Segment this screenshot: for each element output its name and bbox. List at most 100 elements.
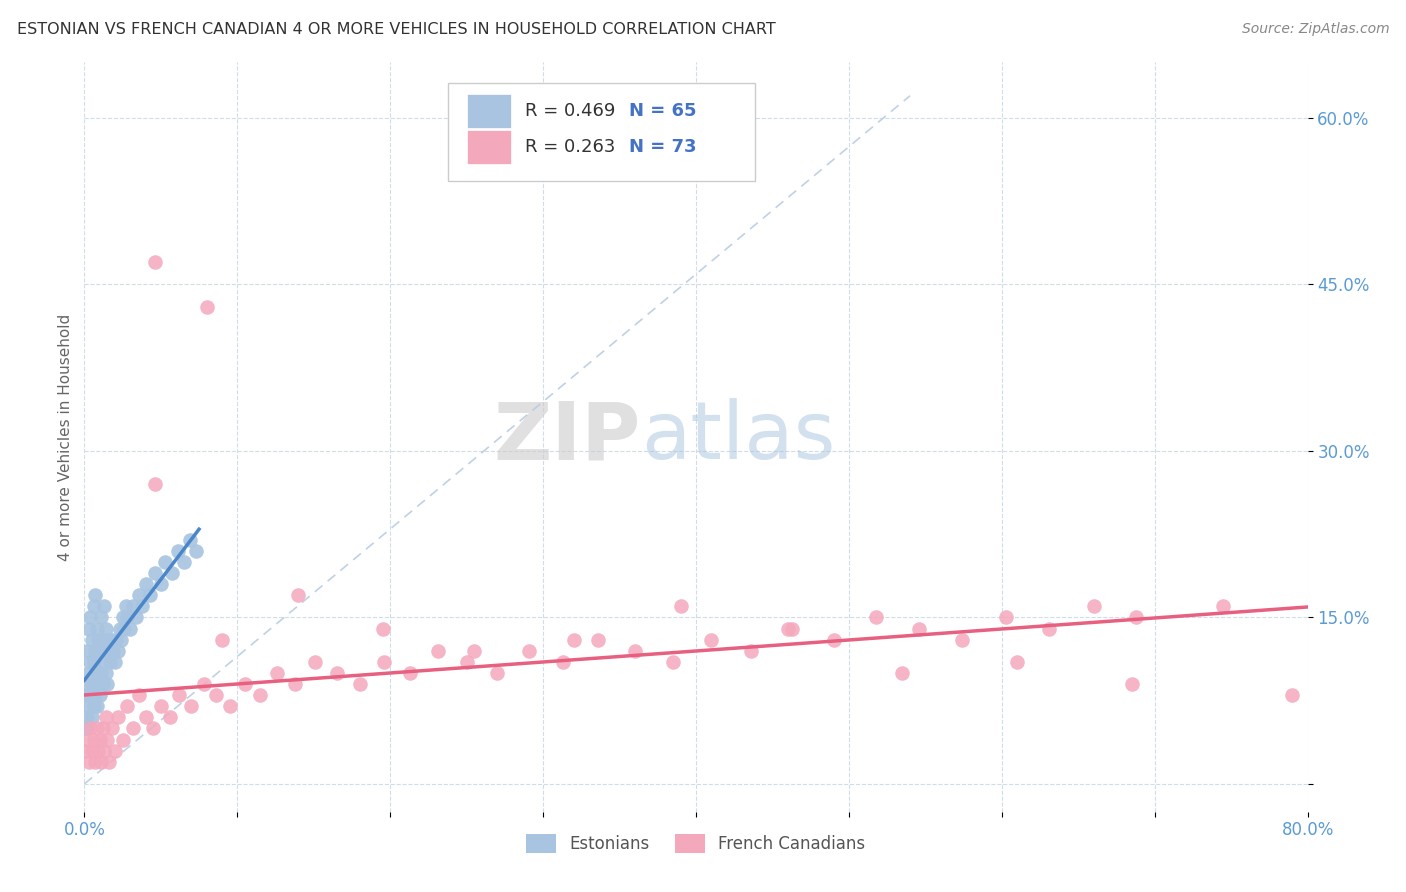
Point — [149, 577, 172, 591]
Point — [399, 665, 422, 680]
Point — [373, 655, 395, 669]
Point — [426, 644, 449, 658]
Point — [551, 655, 574, 669]
Point — [90, 755, 112, 769]
Point — [233, 677, 256, 691]
Point — [75, 744, 97, 758]
Point — [1005, 655, 1028, 669]
Point — [101, 722, 124, 736]
Point — [586, 632, 609, 647]
FancyBboxPatch shape — [467, 94, 512, 128]
Point — [91, 722, 114, 736]
Point — [143, 477, 166, 491]
Point — [700, 632, 723, 647]
Text: R = 0.263: R = 0.263 — [524, 138, 627, 156]
Point — [456, 655, 478, 669]
Point — [995, 610, 1018, 624]
Point — [80, 632, 103, 647]
Point — [823, 632, 845, 647]
Point — [180, 699, 202, 714]
Point — [76, 732, 98, 747]
Point — [135, 577, 157, 591]
Point — [266, 665, 288, 680]
Point — [77, 755, 100, 769]
Point — [179, 533, 201, 547]
Point — [486, 665, 509, 680]
Point — [562, 632, 585, 647]
Point — [173, 555, 195, 569]
Point — [94, 710, 117, 724]
Point — [91, 677, 114, 691]
Point — [143, 566, 166, 580]
Point — [104, 655, 127, 669]
Point — [1212, 599, 1234, 614]
Point — [1038, 622, 1060, 636]
Point — [83, 732, 105, 747]
Point — [891, 665, 914, 680]
Point — [84, 755, 107, 769]
Point — [155, 555, 177, 569]
Point — [167, 688, 190, 702]
Point — [865, 610, 887, 624]
Point — [98, 655, 121, 669]
Point — [128, 688, 150, 702]
Legend: Estonians, French Canadians: Estonians, French Canadians — [520, 827, 872, 860]
Point — [205, 688, 228, 702]
Point — [115, 699, 138, 714]
Point — [125, 610, 148, 624]
Point — [287, 588, 309, 602]
Point — [86, 699, 108, 714]
Point — [76, 710, 98, 724]
Point — [93, 744, 115, 758]
Y-axis label: 4 or more Vehicles in Household: 4 or more Vehicles in Household — [58, 313, 73, 561]
Point — [90, 665, 112, 680]
Point — [93, 655, 115, 669]
Text: ESTONIAN VS FRENCH CANADIAN 4 OR MORE VEHICLES IN HOUSEHOLD CORRELATION CHART: ESTONIAN VS FRENCH CANADIAN 4 OR MORE VE… — [17, 22, 776, 37]
Point — [77, 622, 100, 636]
Point — [662, 655, 685, 669]
Point — [107, 710, 129, 724]
Point — [97, 755, 120, 769]
Point — [86, 622, 108, 636]
Point — [159, 710, 181, 724]
Point — [211, 632, 233, 647]
Point — [83, 699, 105, 714]
Text: ZIP: ZIP — [494, 398, 641, 476]
Point — [115, 610, 138, 624]
Point — [120, 622, 142, 636]
Point — [111, 610, 134, 624]
Point — [669, 599, 692, 614]
Point — [83, 599, 105, 614]
Point — [284, 677, 307, 691]
Point — [90, 610, 112, 624]
Point — [75, 688, 97, 702]
Point — [740, 644, 762, 658]
Point — [93, 599, 115, 614]
Point — [1281, 688, 1303, 702]
Text: R = 0.469: R = 0.469 — [524, 103, 627, 120]
FancyBboxPatch shape — [447, 83, 755, 181]
Point — [87, 632, 110, 647]
Text: N = 65: N = 65 — [628, 103, 696, 120]
Point — [142, 722, 165, 736]
Point — [84, 644, 107, 658]
Point — [89, 732, 111, 747]
Point — [193, 677, 215, 691]
Point — [110, 632, 132, 647]
Point — [94, 622, 117, 636]
Point — [195, 300, 218, 314]
Point — [77, 699, 100, 714]
Point — [463, 644, 485, 658]
Point — [108, 622, 131, 636]
Point — [79, 688, 101, 702]
Point — [776, 622, 799, 636]
Point — [908, 622, 931, 636]
Point — [112, 622, 135, 636]
Point — [143, 255, 166, 269]
Point — [517, 644, 540, 658]
Point — [86, 722, 108, 736]
Point — [83, 655, 105, 669]
Point — [249, 688, 271, 702]
Point — [103, 644, 125, 658]
Point — [87, 677, 110, 691]
